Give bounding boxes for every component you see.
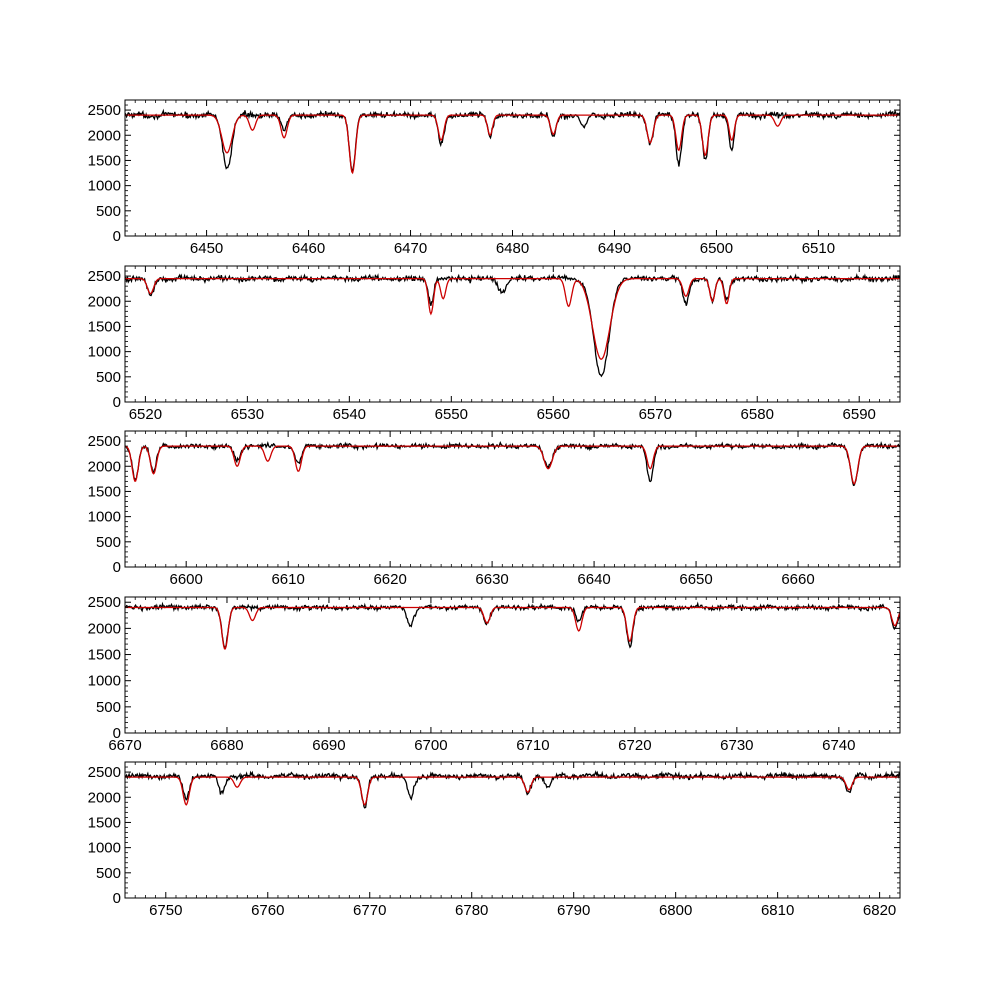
plot-frame — [124, 99, 901, 237]
observed-spectrum-line-5 — [125, 770, 900, 809]
x-tick-label: 6600 — [169, 571, 202, 588]
panel-5: 6750 6760 6770 6780 6790 6800 6810 6820 0 500 1000… — [88, 761, 901, 919]
x-tick-label: 6630 — [475, 571, 508, 588]
x-tick-label: 6660 — [781, 571, 814, 588]
x-tick-label: 6520 — [129, 406, 162, 423]
y-tick-label: 0 — [113, 228, 121, 245]
x-tick-label: 6530 — [231, 406, 264, 423]
y-tick-label: 2500 — [88, 433, 121, 450]
y-tick-label: 500 — [96, 865, 121, 882]
x-tick-label: 6680 — [210, 737, 243, 754]
panel-1: 6450 6460 6470 6480 6490 6500 6510 0 500 1000 1500… — [88, 99, 901, 257]
y-tick-label: 0 — [113, 559, 121, 576]
x-tick-label: 6760 — [251, 902, 284, 919]
x-tick-label: 6780 — [455, 902, 488, 919]
x-tick-label: 6670 — [108, 737, 141, 754]
model-spectrum-line-2 — [125, 277, 900, 360]
x-tick-label: 6580 — [741, 406, 774, 423]
x-tick-label: 6720 — [618, 737, 651, 754]
x-tick-label: 6510 — [802, 240, 835, 257]
x-tick-label: 6490 — [598, 240, 631, 257]
x-tick-label: 6770 — [353, 902, 386, 919]
y-tick-label: 2500 — [88, 764, 121, 781]
panel-2: 6520 6530 6540 6550 6560 6570 6580 6590 0 500 1000… — [88, 265, 901, 423]
x-tick-label: 6740 — [822, 737, 855, 754]
y-tick-label: 2000 — [88, 458, 121, 475]
x-tick-label: 6810 — [761, 902, 794, 919]
x-tick-label: 6590 — [843, 406, 876, 423]
y-tick-label: 2000 — [88, 293, 121, 310]
y-tick-label: 1500 — [88, 318, 121, 335]
y-tick-label: 0 — [113, 394, 121, 411]
observed-spectrum-line-1 — [125, 108, 900, 173]
x-tick-label: 6480 — [496, 240, 529, 257]
x-tick-label: 6570 — [639, 406, 672, 423]
panel-4: 6670 6680 6690 6700 6710 6720 6730 6740 0 500 1000… — [88, 594, 901, 754]
x-tick-label: 6610 — [271, 571, 304, 588]
observed-spectrum-line-4 — [125, 601, 900, 650]
y-tick-label: 0 — [113, 890, 121, 907]
plot-frame — [124, 596, 901, 734]
x-tick-label: 6750 — [149, 902, 182, 919]
x-tick-label: 6640 — [577, 571, 610, 588]
model-spectrum-line-3 — [125, 445, 900, 485]
y-tick-label: 1000 — [88, 178, 121, 195]
y-tick-label: 1000 — [88, 673, 121, 690]
y-tick-label: 2500 — [88, 268, 121, 285]
y-tick-label: 2000 — [88, 620, 121, 637]
model-spectrum-line-5 — [125, 776, 900, 806]
observed-spectrum-line-3 — [125, 440, 900, 487]
x-tick-label: 6790 — [557, 902, 590, 919]
x-tick-label: 6730 — [720, 737, 753, 754]
x-tick-label: 6560 — [537, 406, 570, 423]
observed-spectrum-line-2 — [125, 272, 900, 378]
y-tick-label: 1500 — [88, 152, 121, 169]
y-tick-label: 1500 — [88, 483, 121, 500]
x-tick-label: 6820 — [863, 902, 896, 919]
y-tick-label: 1000 — [88, 509, 121, 526]
y-tick-label: 1500 — [88, 814, 121, 831]
x-tick-label: 6650 — [679, 571, 712, 588]
x-tick-label: 6470 — [394, 240, 427, 257]
y-tick-label: 500 — [96, 699, 121, 716]
x-tick-label: 6690 — [312, 737, 345, 754]
model-spectrum-line-1 — [125, 114, 900, 175]
x-tick-label: 6550 — [435, 406, 468, 423]
x-tick-label: 6620 — [373, 571, 406, 588]
x-tick-label: 6800 — [659, 902, 692, 919]
x-tick-label: 6710 — [516, 737, 549, 754]
x-tick-label: 6460 — [292, 240, 325, 257]
x-tick-label: 6450 — [190, 240, 223, 257]
y-tick-label: 1000 — [88, 840, 121, 857]
y-tick-label: 2500 — [88, 102, 121, 119]
x-tick-label: 6540 — [333, 406, 366, 423]
y-tick-label: 2000 — [88, 789, 121, 806]
y-tick-label: 2500 — [88, 594, 121, 611]
x-tick-label: 6700 — [414, 737, 447, 754]
y-tick-label: 500 — [96, 369, 121, 386]
y-tick-label: 1500 — [88, 647, 121, 664]
y-tick-label: 500 — [96, 203, 121, 220]
y-tick-label: 0 — [113, 725, 121, 742]
plot-frame — [124, 265, 901, 403]
y-tick-label: 500 — [96, 534, 121, 551]
y-tick-label: 2000 — [88, 127, 121, 144]
x-tick-label: 6500 — [700, 240, 733, 257]
y-tick-label: 1000 — [88, 344, 121, 361]
panel-3: 6600 6610 6620 6630 6640 6650 6660 0 500 1000 1500… — [88, 430, 901, 588]
model-spectrum-line-4 — [125, 606, 900, 650]
